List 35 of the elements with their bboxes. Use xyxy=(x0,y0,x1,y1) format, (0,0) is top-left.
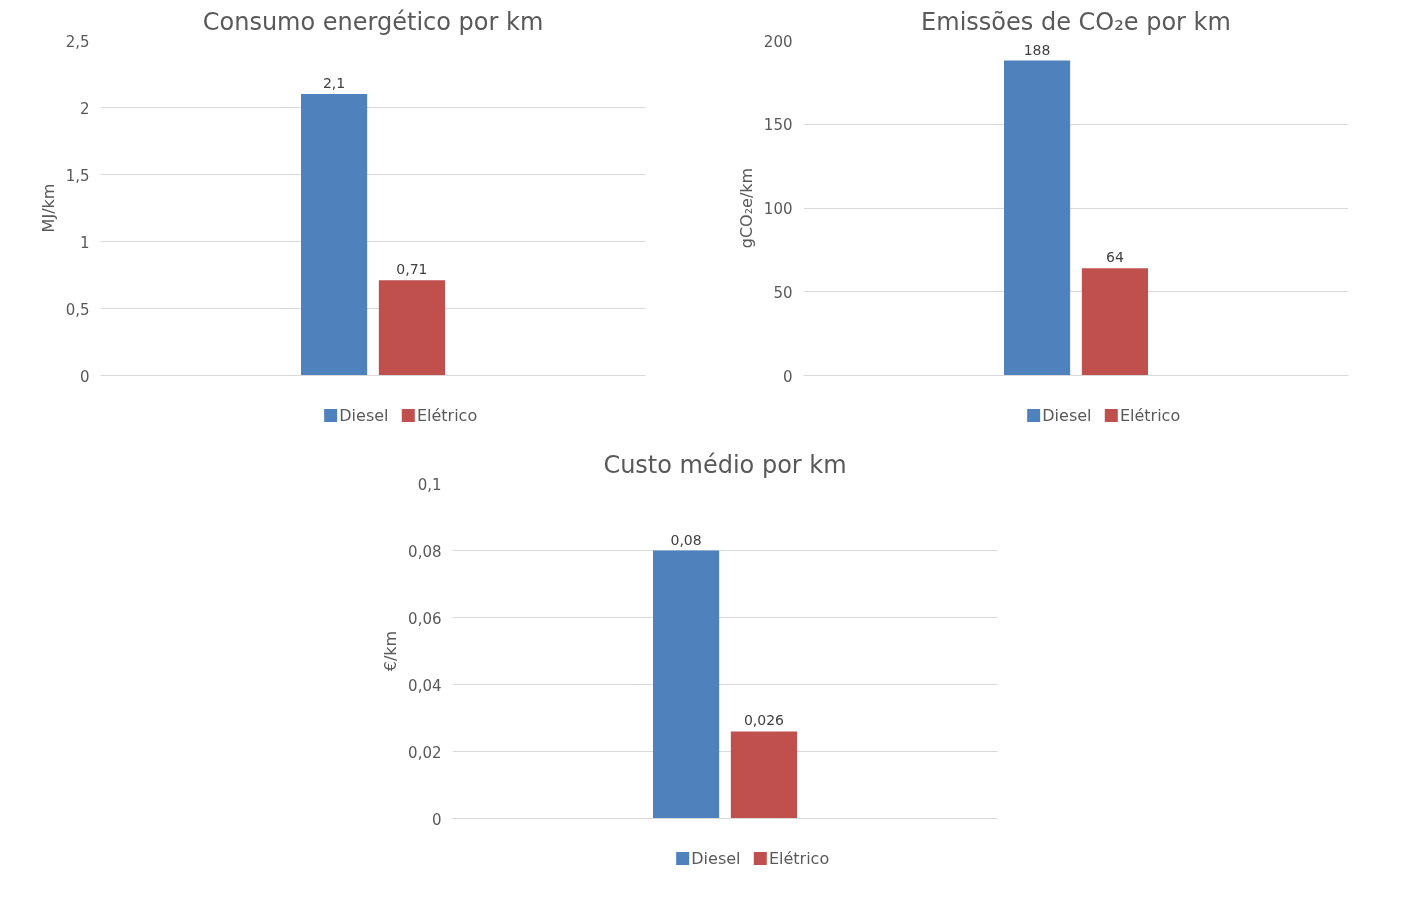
chart-title: Emissões de CO₂e por km xyxy=(921,7,1231,36)
legend-label: Diesel xyxy=(690,849,741,868)
y-tick-label: 0,08 xyxy=(407,542,442,561)
legend-label: Diesel xyxy=(1042,406,1092,425)
y-tick-label: 150 xyxy=(763,116,793,135)
y-tick-label: 1,5 xyxy=(65,166,90,185)
data-label: 2,1 xyxy=(322,75,346,92)
y-tick-label: 0 xyxy=(79,367,90,386)
data-label: 188 xyxy=(1023,41,1051,58)
y-tick-label: 200 xyxy=(763,32,793,51)
y-axis-title: gCO₂e/km xyxy=(736,167,756,249)
legend-label: Diesel xyxy=(339,406,389,425)
y-axis-title: MJ/km xyxy=(38,183,58,233)
legend-label: Elétrico xyxy=(1119,406,1181,425)
y-tick-label: 0 xyxy=(431,810,441,829)
y-tick-label: 0,04 xyxy=(407,676,442,695)
y-tick-label: 100 xyxy=(763,200,793,218)
y-tick-label: 0,02 xyxy=(407,743,442,762)
legend-label: Elétrico xyxy=(768,849,829,868)
chart-title: Consumo energético por km xyxy=(202,7,544,36)
y-tick-label: 50 xyxy=(773,283,793,302)
y-tick-label: 2,5 xyxy=(65,32,90,51)
y-tick-label: 0,06 xyxy=(407,609,442,628)
data-label: 0,08 xyxy=(669,531,702,548)
y-tick-label: 2 xyxy=(79,99,90,118)
y-axis-title: €/km xyxy=(380,630,400,672)
legend-label: Elétrico xyxy=(416,406,478,425)
y-tick-label: 0,1 xyxy=(417,475,441,494)
y-tick-label: 0,5 xyxy=(65,300,90,319)
chart-title: Custo médio por km xyxy=(602,450,847,479)
data-label: 0,71 xyxy=(396,261,428,278)
y-tick-label: 1 xyxy=(79,233,90,252)
data-label: 0,026 xyxy=(743,712,784,729)
data-label: 64 xyxy=(1106,249,1124,266)
y-tick-label: 0 xyxy=(782,367,793,386)
